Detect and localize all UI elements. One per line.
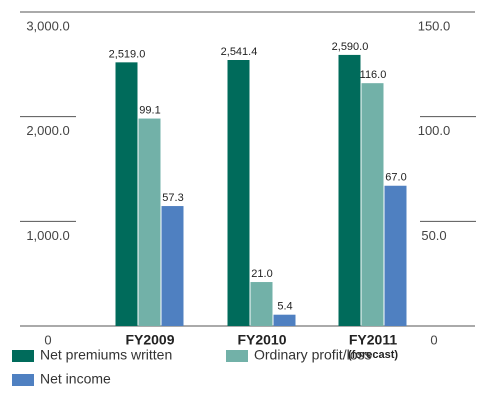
value-label: 116.0 [360, 69, 387, 81]
legend-label: Net premiums written [40, 347, 172, 363]
bar [227, 60, 250, 327]
value-label: 21.0 [251, 268, 272, 280]
category-note: (forecast) [348, 349, 398, 361]
tick-label: 100.0 [418, 123, 451, 138]
bar [138, 118, 161, 327]
bar [361, 83, 384, 326]
value-label: 5.4 [277, 301, 292, 313]
x-tick-label: FY2009 [125, 332, 174, 348]
bar [161, 206, 184, 326]
value-label: 2,519.0 [109, 48, 146, 60]
tick-label: 1,000.0 [26, 228, 69, 243]
legend-swatch [12, 374, 34, 386]
legend-label: Net income [40, 371, 111, 387]
value-label: 99.1 [139, 104, 160, 116]
x-tick-label: FY2011 [349, 332, 397, 348]
tick-label: 150.0 [418, 18, 451, 33]
value-label: 57.3 [162, 192, 183, 204]
tick-label: 0 [44, 332, 51, 347]
tick-label: 2,000.0 [26, 123, 69, 138]
tick-label: 3,000.0 [26, 18, 69, 33]
bar [273, 314, 296, 326]
legend-label: Ordinary profit/loss [254, 347, 371, 363]
tick-label: 0 [430, 332, 437, 347]
legend-swatch [12, 350, 34, 362]
legend-swatch [226, 350, 248, 362]
value-label: 67.0 [385, 172, 406, 184]
bar [338, 54, 361, 327]
bar [115, 62, 138, 326]
value-label: 2,590.0 [332, 41, 369, 53]
tick-label: 50.0 [421, 228, 446, 243]
bar [250, 282, 273, 326]
value-label: 2,541.4 [221, 46, 258, 58]
bar [384, 185, 407, 326]
x-tick-label: FY2010 [237, 332, 286, 348]
